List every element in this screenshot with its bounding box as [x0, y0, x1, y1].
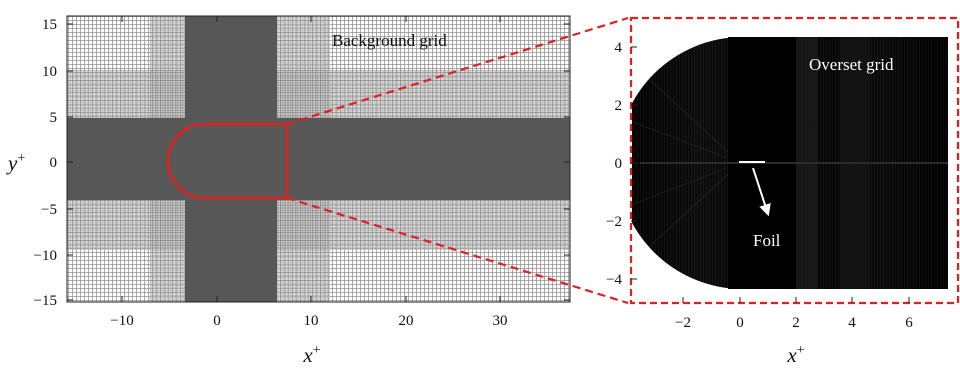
left-x-tick-label: −10 [110, 313, 133, 329]
left-x-tick-label: 10 [304, 313, 319, 329]
zoom-connector-top [286, 16, 629, 126]
background-grid-panel: −10 0 10 20 30 15 10 5 0 −5 −10 −15 x+ y… [6, 15, 571, 367]
left-x-tick-label: 0 [213, 313, 221, 329]
left-y-tick-label: −10 [34, 248, 57, 264]
right-y-tick-label: −4 [606, 272, 622, 288]
foil-arrow [752, 167, 771, 217]
zoom-connector-bottom [286, 196, 629, 305]
background-grid-annotation: Background grid [332, 31, 447, 50]
overset-grid-mesh [632, 37, 948, 289]
left-x-tick-label: 30 [493, 313, 508, 329]
right-x-tick-label: 0 [736, 315, 744, 331]
right-x-tick-label: 4 [848, 315, 856, 331]
right-y-tick-label: 0 [615, 156, 623, 172]
foil-label: Foil [753, 231, 781, 250]
right-x-tick-label: 2 [792, 315, 800, 331]
left-y-tick-label: 5 [50, 110, 58, 126]
background-grid-mesh [67, 16, 570, 302]
right-tick-marks [631, 46, 910, 303]
right-x-axis-label: x+ [786, 343, 804, 367]
right-y-tick-label: −2 [606, 214, 622, 230]
right-x-tick-label: 6 [905, 315, 913, 331]
right-y-tick-label: 2 [615, 98, 623, 114]
overset-grid-annotation: Overset grid [809, 55, 894, 74]
left-y-tick-label: −15 [34, 293, 57, 309]
right-x-tick-label: −2 [675, 315, 691, 331]
left-x-tick-label: 20 [399, 313, 414, 329]
zoom-connector [286, 16, 629, 305]
overset-grid-panel: Overset grid Foil −2 0 2 4 6 4 2 0 −2 −4… [606, 16, 960, 367]
left-y-tick-label: 15 [42, 17, 57, 33]
right-y-tick-label: 4 [615, 40, 623, 56]
left-y-tick-label: 10 [42, 64, 57, 80]
left-y-axis-label: y+ [6, 151, 25, 175]
left-x-axis-label: x+ [302, 343, 320, 367]
overset-zoom-frame [629, 16, 960, 305]
overset-region-outline [166, 122, 289, 200]
left-plot-frame [66, 15, 571, 303]
left-y-tick-label: −5 [41, 202, 57, 218]
left-y-tick-label: 0 [50, 155, 58, 171]
left-tick-marks [67, 16, 570, 302]
